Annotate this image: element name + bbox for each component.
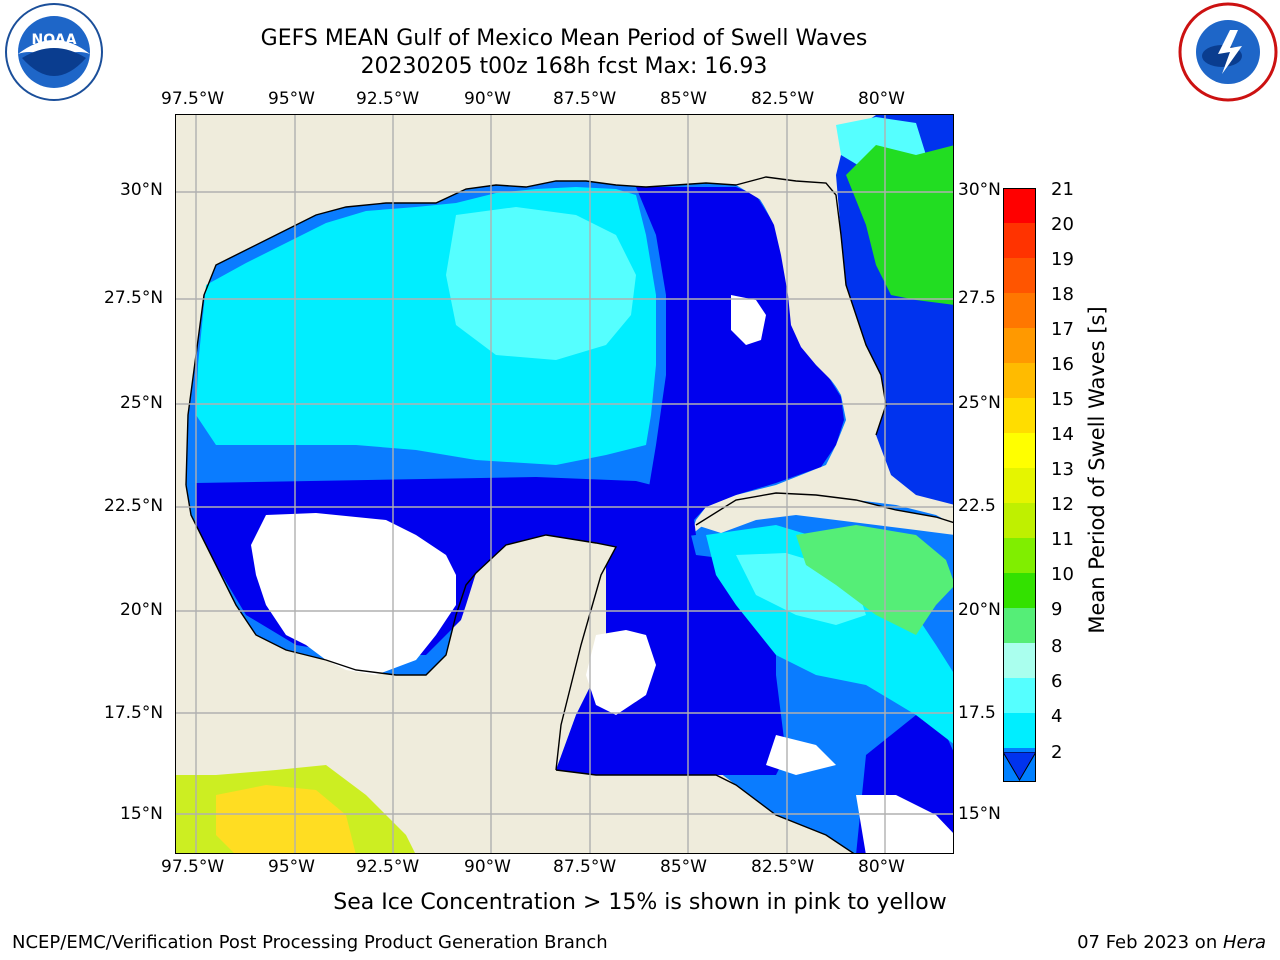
- lat-left-label: 30°N: [120, 180, 163, 200]
- colorbar-tick: 16: [1051, 354, 1074, 375]
- footer-date-text: 07 Feb 2023 on: [1077, 932, 1223, 953]
- pacific-swell-zone-high: [216, 785, 356, 853]
- colorbar-tick: 9: [1051, 599, 1063, 620]
- footer-host: Hera: [1222, 932, 1266, 953]
- colorbar-tick: 10: [1051, 564, 1074, 585]
- colorbar-tick: 21: [1051, 179, 1074, 200]
- lon-top-label: 97.5°W: [161, 89, 225, 109]
- chart-title: GEFS MEAN Gulf of Mexico Mean Period of …: [260, 26, 868, 51]
- lat-left-label: 25°N: [120, 393, 163, 413]
- colorbar-tick: 20: [1051, 214, 1074, 235]
- swell-zone-10-11s: [846, 145, 953, 305]
- masked-area: [586, 630, 656, 715]
- noaa-logo: NOAA: [4, 2, 104, 102]
- masked-area: [766, 735, 836, 775]
- lat-right-label: 20°N: [958, 600, 1001, 620]
- lon-top-label: 95°W: [268, 89, 315, 109]
- colorbar-tick: 14: [1051, 424, 1074, 445]
- cuba-land: [696, 493, 953, 535]
- graticule: [176, 115, 953, 853]
- lon-bottom-label: 87.5°W: [553, 857, 617, 877]
- colorbar-tick: 15: [1051, 389, 1074, 410]
- colorbar-tick: 6: [1051, 671, 1063, 692]
- nws-logo-icon: [1178, 2, 1278, 102]
- swell-zone-6-8s: [446, 207, 636, 360]
- lat-left-label: 20°N: [120, 600, 163, 620]
- lon-top-label: 82.5°W: [751, 89, 815, 109]
- lat-right-label: 30°N: [958, 180, 1001, 200]
- florida-land: [736, 177, 886, 435]
- lon-bottom-label: 92.5°W: [356, 857, 420, 877]
- colorbar-tick: 12: [1051, 494, 1074, 515]
- swell-zone-9-10s: [796, 525, 953, 635]
- svg-text:NOAA: NOAA: [32, 32, 77, 48]
- map-svg: [176, 115, 953, 853]
- colorbar-tick: 4: [1051, 706, 1063, 727]
- lat-left-label: 17.5°N: [104, 703, 164, 723]
- colorbar-tick: 18: [1051, 284, 1074, 305]
- colorbar: [1003, 188, 1036, 782]
- chart-subtitle: 20230205 t00z 168h fcst Max: 16.93: [360, 54, 768, 79]
- lon-bottom-label: 85°W: [660, 857, 707, 877]
- nws-logo: [1178, 2, 1278, 102]
- masked-area: [731, 295, 766, 345]
- colorbar-svg: [1003, 188, 1036, 782]
- noaa-logo-icon: NOAA: [5, 3, 103, 101]
- lat-right-label: 17.5: [958, 703, 996, 723]
- colorbar-tick: 19: [1051, 249, 1074, 270]
- lon-top-label: 80°W: [858, 89, 905, 109]
- colorbar-arrow-icon: [1002, 751, 1037, 781]
- lat-right-label: 22.5: [958, 496, 996, 516]
- lon-top-label: 87.5°W: [553, 89, 617, 109]
- masked-area: [856, 795, 953, 853]
- swell-zone-2-4s: [556, 535, 786, 775]
- masked-area: [251, 513, 456, 675]
- yucatan-land: [436, 535, 616, 770]
- lon-bottom-label: 80°W: [858, 857, 905, 877]
- lon-top-label: 92.5°W: [356, 89, 420, 109]
- lon-bottom-label: 90°W: [464, 857, 511, 877]
- footer-credit: NCEP/EMC/Verification Post Processing Pr…: [12, 932, 608, 953]
- lat-right-label: 15°N: [958, 804, 1001, 824]
- colorbar-extend-arrow: [1002, 751, 1037, 786]
- lon-bottom-label: 82.5°W: [751, 857, 815, 877]
- lat-right-label: 27.5: [958, 288, 996, 308]
- colorbar-tick: 17: [1051, 319, 1074, 340]
- lon-bottom-label: 95°W: [268, 857, 315, 877]
- map-panel: [175, 114, 954, 854]
- lon-top-label: 85°W: [660, 89, 707, 109]
- colorbar-label: Mean Period of Swell Waves [s]: [1085, 306, 1109, 634]
- lat-left-label: 22.5°N: [104, 496, 164, 516]
- lat-right-label: 25°N: [958, 393, 1001, 413]
- lat-left-label: 27.5°N: [104, 288, 164, 308]
- lat-left-label: 15°N: [120, 804, 163, 824]
- lon-top-label: 90°W: [464, 89, 511, 109]
- colorbar-tick: 2: [1051, 742, 1063, 763]
- central-america-land: [396, 760, 853, 853]
- lon-bottom-label: 97.5°W: [161, 857, 225, 877]
- sea-ice-caption: Sea Ice Concentration > 15% is shown in …: [333, 890, 947, 915]
- colorbar-tick: 11: [1051, 529, 1074, 550]
- coastline: [185, 176, 953, 853]
- colorbar-tick: 8: [1051, 636, 1063, 657]
- colorbar-tick: 13: [1051, 459, 1074, 480]
- footer-date: 07 Feb 2023 on Hera: [1077, 932, 1266, 953]
